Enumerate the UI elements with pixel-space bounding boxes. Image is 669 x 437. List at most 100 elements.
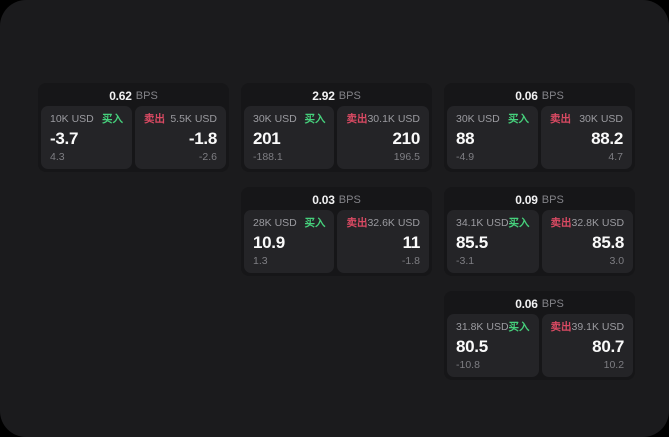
sell-side-label: 卖出 [550,113,571,125]
sell-side-label: 卖出 [550,321,572,333]
sell-pane-header: 卖出 5.5K USD [144,113,217,125]
buy-pane-header: 28K USD 买入 [253,217,325,229]
buy-sub-value: -10.8 [456,359,480,371]
sell-sub-value: 196.5 [393,151,420,163]
quote-panes: 31.8K USD 买入 80.5 -10.8 卖出 39.1K USD 80.… [447,314,634,377]
buy-pane-header: 31.8K USD 买入 [456,321,530,333]
sell-side-label: 卖出 [144,113,165,125]
quote-panes: 34.1K USD 买入 85.5 -3.1 卖出 32.8K USD 85.8… [447,210,634,273]
sell-price: 85.8 [592,232,625,252]
buy-price: -3.7 [50,128,79,148]
sell-pane[interactable]: 卖出 32.8K USD 85.8 3.0 [541,210,634,273]
quote-card: 0.06 BPS 31.8K USD 买入 80.5 -10.8 卖出 39.1… [444,291,635,380]
bps-value: 0.62 [109,89,132,103]
sell-sub-value: -1.8 [401,255,420,267]
quote-card: 0.03 BPS 28K USD 买入 10.9 1.3 卖出 32.6K US… [241,187,432,276]
card-header: 2.92 BPS [244,86,429,106]
bps-unit-label: BPS [338,194,361,206]
buy-sub-value: -3.1 [456,255,475,267]
buy-price: 201 [253,128,281,148]
sell-side-label: 卖出 [346,113,368,125]
sell-price: 80.7 [592,336,625,356]
sell-size-label: 30K USD [579,113,623,125]
sell-pane-header: 卖出 30.1K USD [346,113,420,125]
quote-panes: 10K USD 买入 -3.7 4.3 卖出 5.5K USD -1.8 -2.… [41,106,226,169]
sell-pane[interactable]: 卖出 5.5K USD -1.8 -2.6 [135,106,226,169]
bps-value: 2.92 [312,89,335,103]
sell-price: 88.2 [591,128,623,148]
sell-side-label: 卖出 [550,217,572,229]
quote-panes: 28K USD 买入 10.9 1.3 卖出 32.6K USD 11 -1.8 [244,210,429,273]
buy-sub-value: -4.9 [456,151,475,163]
buy-size-label: 10K USD [50,113,94,125]
quote-panes: 30K USD 买入 201 -188.1 卖出 30.1K USD 210 1… [244,106,429,169]
buy-pane-header: 30K USD 买入 [456,113,529,125]
quote-card: 0.09 BPS 34.1K USD 买入 85.5 -3.1 卖出 32.8K… [444,187,635,276]
bps-value: 0.06 [515,297,538,311]
sell-pane[interactable]: 卖出 30K USD 88.2 4.7 [541,106,632,169]
buy-pane[interactable]: 30K USD 买入 201 -188.1 [244,106,335,169]
bps-value: 0.03 [312,193,335,207]
buy-pane-header: 34.1K USD 买入 [456,217,530,229]
sell-size-label: 39.1K USD [571,321,625,333]
card-header: 0.62 BPS [41,86,226,106]
buy-side-label: 买入 [508,321,530,333]
sell-size-label: 32.6K USD [367,217,420,229]
sell-side-label: 卖出 [346,217,368,229]
bps-unit-label: BPS [338,90,361,102]
sell-size-label: 32.8K USD [571,217,625,229]
sell-size-label: 5.5K USD [170,113,217,125]
sell-pane[interactable]: 卖出 30.1K USD 210 196.5 [337,106,429,169]
buy-size-label: 30K USD [253,113,297,125]
quote-card: 0.62 BPS 10K USD 买入 -3.7 4.3 卖出 5.5K USD… [38,83,229,172]
sell-pane[interactable]: 卖出 39.1K USD 80.7 10.2 [541,314,634,377]
buy-side-label: 买入 [102,113,123,125]
card-header: 0.03 BPS [244,190,429,210]
bps-unit-label: BPS [541,90,564,102]
buy-price: 88 [456,128,475,148]
buy-sub-value: 4.3 [50,151,65,163]
sell-pane-header: 卖出 32.8K USD [551,217,625,229]
buy-size-label: 28K USD [253,217,297,229]
buy-sub-value: 1.3 [253,255,268,267]
quotes-grid: 0.62 BPS 10K USD 买入 -3.7 4.3 卖出 5.5K USD… [38,83,635,380]
buy-price: 85.5 [456,232,488,252]
card-header: 0.09 BPS [447,190,632,210]
sell-pane[interactable]: 卖出 32.6K USD 11 -1.8 [337,210,429,273]
sell-sub-value: -2.6 [198,151,217,163]
bps-value: 0.09 [515,193,538,207]
buy-side-label: 买入 [508,217,530,229]
bps-value: 0.06 [515,89,538,103]
buy-side-label: 买入 [304,113,326,125]
buy-pane-header: 30K USD 买入 [253,113,325,125]
sell-price: -1.8 [188,128,217,148]
sell-sub-value: 4.7 [608,151,623,163]
bps-unit-label: BPS [541,298,564,310]
sell-price: 11 [402,232,421,252]
buy-size-label: 31.8K USD [456,321,509,333]
buy-price: 10.9 [253,232,285,252]
buy-side-label: 买入 [508,113,529,125]
sell-pane-header: 卖出 30K USD [550,113,623,125]
sell-sub-value: 10.2 [603,359,625,371]
bps-unit-label: BPS [541,194,564,206]
sell-pane-header: 卖出 39.1K USD [551,321,625,333]
buy-pane[interactable]: 34.1K USD 买入 85.5 -3.1 [447,210,539,273]
sell-size-label: 30.1K USD [367,113,420,125]
buy-size-label: 34.1K USD [456,217,509,229]
card-header: 0.06 BPS [447,294,632,314]
buy-pane[interactable]: 30K USD 买入 88 -4.9 [447,106,538,169]
buy-pane[interactable]: 28K USD 买入 10.9 1.3 [244,210,335,273]
buy-pane[interactable]: 10K USD 买入 -3.7 4.3 [41,106,132,169]
buy-pane[interactable]: 31.8K USD 买入 80.5 -10.8 [447,314,539,377]
bps-unit-label: BPS [135,90,158,102]
sell-pane-header: 卖出 32.6K USD [346,217,420,229]
quote-card: 0.06 BPS 30K USD 买入 88 -4.9 卖出 30K USD 8… [444,83,635,172]
quote-card: 2.92 BPS 30K USD 买入 201 -188.1 卖出 30.1K … [241,83,432,172]
quote-panes: 30K USD 买入 88 -4.9 卖出 30K USD 88.2 4.7 [447,106,632,169]
buy-sub-value: -188.1 [253,151,283,163]
sell-price: 210 [392,128,421,148]
buy-pane-header: 10K USD 买入 [50,113,123,125]
